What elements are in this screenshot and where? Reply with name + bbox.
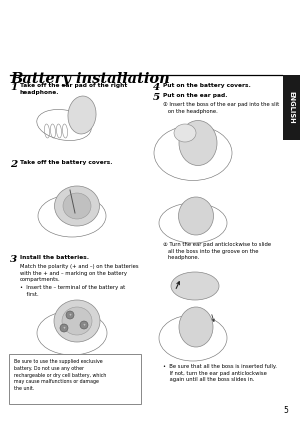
Text: 3: 3: [10, 255, 17, 264]
Text: ENGLISH: ENGLISH: [289, 91, 295, 124]
Bar: [283, 75, 300, 140]
Ellipse shape: [171, 272, 219, 300]
Text: ② Turn the ear pad anticlockwise to slide
   all the boss into the groove on the: ② Turn the ear pad anticlockwise to slid…: [163, 242, 271, 260]
Text: 4: 4: [153, 83, 160, 92]
Ellipse shape: [179, 121, 217, 165]
Text: ① Insert the boss of the ear pad into the slit
   on the headphone.: ① Insert the boss of the ear pad into th…: [163, 102, 279, 113]
Ellipse shape: [62, 307, 92, 335]
Text: +: +: [63, 326, 65, 330]
Text: Take off the battery covers.: Take off the battery covers.: [20, 160, 112, 165]
Ellipse shape: [55, 186, 100, 226]
Ellipse shape: [174, 124, 196, 142]
Circle shape: [60, 324, 68, 332]
Text: Put on the battery covers.: Put on the battery covers.: [163, 83, 251, 88]
Circle shape: [66, 311, 74, 319]
Text: Put on the ear pad.: Put on the ear pad.: [163, 93, 227, 98]
Ellipse shape: [179, 307, 213, 347]
Text: 5: 5: [283, 406, 288, 415]
FancyBboxPatch shape: [9, 354, 141, 404]
FancyArrowPatch shape: [212, 314, 214, 321]
Text: Install the batteries.: Install the batteries.: [20, 255, 89, 260]
Text: +: +: [82, 323, 85, 327]
Ellipse shape: [54, 300, 100, 342]
Text: 1: 1: [10, 83, 17, 92]
Ellipse shape: [178, 197, 214, 235]
Text: Take off the ear pad of the right
headphone.: Take off the ear pad of the right headph…: [20, 83, 127, 95]
Text: 5: 5: [153, 93, 160, 102]
Ellipse shape: [68, 96, 96, 134]
Text: Be sure to use the supplied exclusive
battery. Do not use any other
rechargeable: Be sure to use the supplied exclusive ba…: [14, 359, 106, 391]
Text: •  Insert the – terminal of the battery at
    first.: • Insert the – terminal of the battery a…: [20, 285, 125, 297]
Circle shape: [80, 321, 88, 329]
Ellipse shape: [63, 193, 91, 219]
Text: 2: 2: [10, 160, 17, 169]
Text: +: +: [69, 313, 71, 317]
Text: Battery installation: Battery installation: [10, 72, 170, 86]
Text: •  Be sure that all the boss is inserted fully.
    If not, turn the ear pad ant: • Be sure that all the boss is inserted …: [163, 364, 277, 382]
FancyArrowPatch shape: [176, 282, 179, 289]
Text: Match the polarity (+ and –) on the batteries
with the + and – marking on the ba: Match the polarity (+ and –) on the batt…: [20, 264, 139, 282]
